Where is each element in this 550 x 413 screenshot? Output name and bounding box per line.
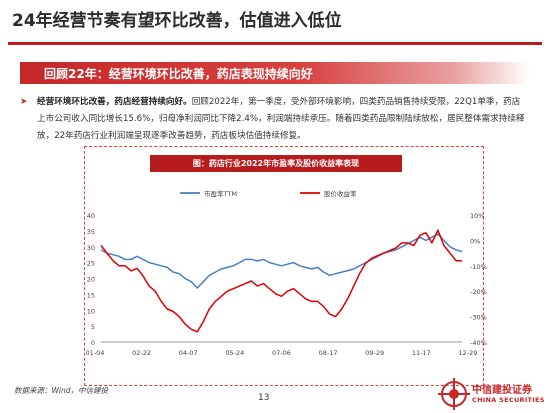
- legend-label-2: 股价收益率: [324, 189, 357, 198]
- chart-frame: [84, 146, 484, 386]
- bullet-arrow-icon: ➤: [20, 97, 28, 107]
- title-divider: [8, 42, 542, 45]
- x-tick-label: 04-07: [179, 349, 198, 357]
- y-right-tick-label: 0%: [470, 237, 480, 245]
- y-right-tick-label: -30%: [470, 314, 487, 322]
- page-number: 13: [258, 393, 270, 403]
- series-line-pe-ttm: [100, 233, 463, 289]
- company-logo: [420, 376, 550, 413]
- bullet-lead: 经营环境环比改善，药店经营持续向好。: [37, 97, 192, 107]
- data-source: 数据来源：Wind，中信建投: [14, 386, 109, 395]
- y-right-tick-label: -10%: [470, 263, 487, 271]
- section-header-bar: [20, 62, 530, 84]
- x-tick-label: 12-29: [459, 349, 478, 357]
- y-left-tick-label: 5: [91, 323, 95, 331]
- bullet-paragraph: 经营环境环比改善，药店经营持续向好。回顾2022年，第一季度，受外部环境影响，四…: [37, 94, 525, 145]
- y-left-tick-label: 0: [91, 339, 95, 347]
- x-tick-label: 11-17: [412, 349, 431, 357]
- x-tick-label: 02-22: [132, 349, 151, 357]
- logo-en: CHINA SECURITIES: [472, 396, 545, 404]
- x-tick-label: 09-29: [365, 349, 384, 357]
- y-left-tick-label: 20: [87, 276, 95, 284]
- x-tick-label: 01-04: [86, 349, 105, 357]
- y-left-tick-label: 10: [87, 307, 95, 315]
- y-left-tick-label: 40: [87, 212, 95, 220]
- x-tick-label: 08-17: [319, 349, 338, 357]
- chart-title-box: [150, 155, 402, 172]
- x-tick-label: 07-06: [272, 349, 291, 357]
- y-right-tick-label: 10%: [470, 212, 484, 220]
- y-left-tick-label: 30: [87, 244, 95, 252]
- bullet-text: 回顾2022年，第一季度，受外部环境影响，四类药品销售持续受限，22Q1单季，药…: [37, 97, 525, 141]
- y-left-tick-label: 35: [87, 228, 95, 236]
- logo-cn: 中信建投证券: [472, 385, 532, 396]
- y-right-tick-label: -20%: [470, 288, 487, 296]
- chart-title: 图：药店行业2022年市盈率及股价收益率表现: [192, 159, 360, 168]
- slide-title: 24年经营节奏有望环比改善，估值进入低位: [12, 11, 342, 31]
- x-tick-label: 05-24: [225, 349, 244, 357]
- y-left-tick-label: 15: [87, 291, 95, 299]
- y-right-tick-label: -40%: [470, 339, 487, 347]
- y-left-tick-label: 25: [87, 260, 95, 268]
- logo-emblem-icon: [438, 378, 470, 410]
- section-title: 回顾22年：经营环境环比改善，药店表现持续向好: [44, 67, 313, 81]
- legend-label-1: 市盈率TTM: [204, 189, 237, 198]
- series-line-return: [100, 229, 462, 333]
